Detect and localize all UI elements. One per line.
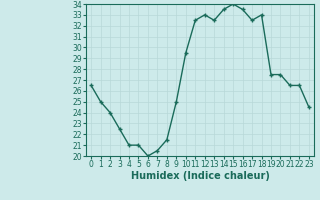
X-axis label: Humidex (Indice chaleur): Humidex (Indice chaleur) [131, 171, 269, 181]
